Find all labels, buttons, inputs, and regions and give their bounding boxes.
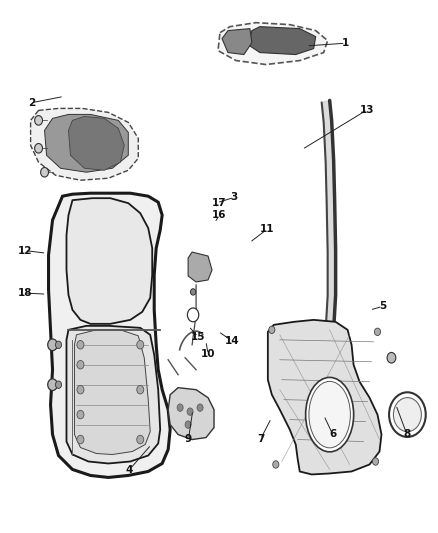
- Circle shape: [374, 328, 381, 336]
- Polygon shape: [45, 115, 128, 172]
- Circle shape: [77, 360, 84, 369]
- Text: 6: 6: [329, 429, 336, 439]
- Circle shape: [77, 410, 84, 419]
- Polygon shape: [188, 252, 212, 282]
- Text: 9: 9: [185, 434, 192, 445]
- Circle shape: [393, 398, 421, 432]
- Polygon shape: [218, 22, 328, 64]
- Circle shape: [185, 421, 191, 429]
- Polygon shape: [268, 320, 381, 474]
- Polygon shape: [298, 100, 336, 379]
- Text: 12: 12: [18, 246, 32, 255]
- Text: 2: 2: [28, 98, 35, 108]
- Circle shape: [48, 339, 57, 351]
- Ellipse shape: [306, 377, 353, 452]
- Circle shape: [77, 341, 84, 349]
- Polygon shape: [68, 116, 124, 170]
- Circle shape: [387, 352, 396, 363]
- Text: 1: 1: [342, 38, 349, 48]
- Text: 18: 18: [18, 288, 32, 298]
- Polygon shape: [31, 108, 138, 180]
- Polygon shape: [248, 27, 316, 54]
- Circle shape: [137, 341, 144, 349]
- Text: 4: 4: [126, 465, 133, 474]
- Circle shape: [137, 435, 144, 444]
- Text: 17: 17: [212, 198, 226, 208]
- Polygon shape: [67, 198, 152, 324]
- Text: 15: 15: [191, 332, 205, 342]
- Circle shape: [177, 404, 183, 411]
- Circle shape: [41, 167, 49, 177]
- Circle shape: [269, 326, 275, 334]
- Circle shape: [56, 341, 62, 349]
- Text: 5: 5: [379, 301, 386, 311]
- Circle shape: [273, 461, 279, 468]
- Circle shape: [137, 385, 144, 394]
- Text: 8: 8: [403, 429, 410, 439]
- Text: 14: 14: [225, 336, 240, 346]
- Polygon shape: [49, 193, 170, 478]
- Polygon shape: [168, 387, 214, 440]
- Circle shape: [48, 379, 57, 391]
- Polygon shape: [67, 326, 160, 464]
- Circle shape: [77, 435, 84, 444]
- Text: 3: 3: [231, 192, 238, 203]
- Text: 7: 7: [257, 434, 264, 445]
- Polygon shape: [74, 330, 150, 455]
- Circle shape: [56, 381, 62, 389]
- Text: 10: 10: [201, 349, 215, 359]
- Circle shape: [389, 392, 426, 437]
- Circle shape: [35, 143, 42, 153]
- Circle shape: [191, 289, 196, 295]
- Polygon shape: [222, 29, 252, 54]
- Circle shape: [77, 385, 84, 394]
- Text: 13: 13: [360, 104, 374, 115]
- Text: 16: 16: [212, 211, 226, 221]
- Circle shape: [187, 308, 199, 322]
- Ellipse shape: [309, 382, 350, 448]
- Circle shape: [197, 404, 203, 411]
- Circle shape: [372, 458, 378, 465]
- Text: 11: 11: [260, 224, 274, 235]
- Circle shape: [187, 408, 193, 415]
- Circle shape: [35, 116, 42, 125]
